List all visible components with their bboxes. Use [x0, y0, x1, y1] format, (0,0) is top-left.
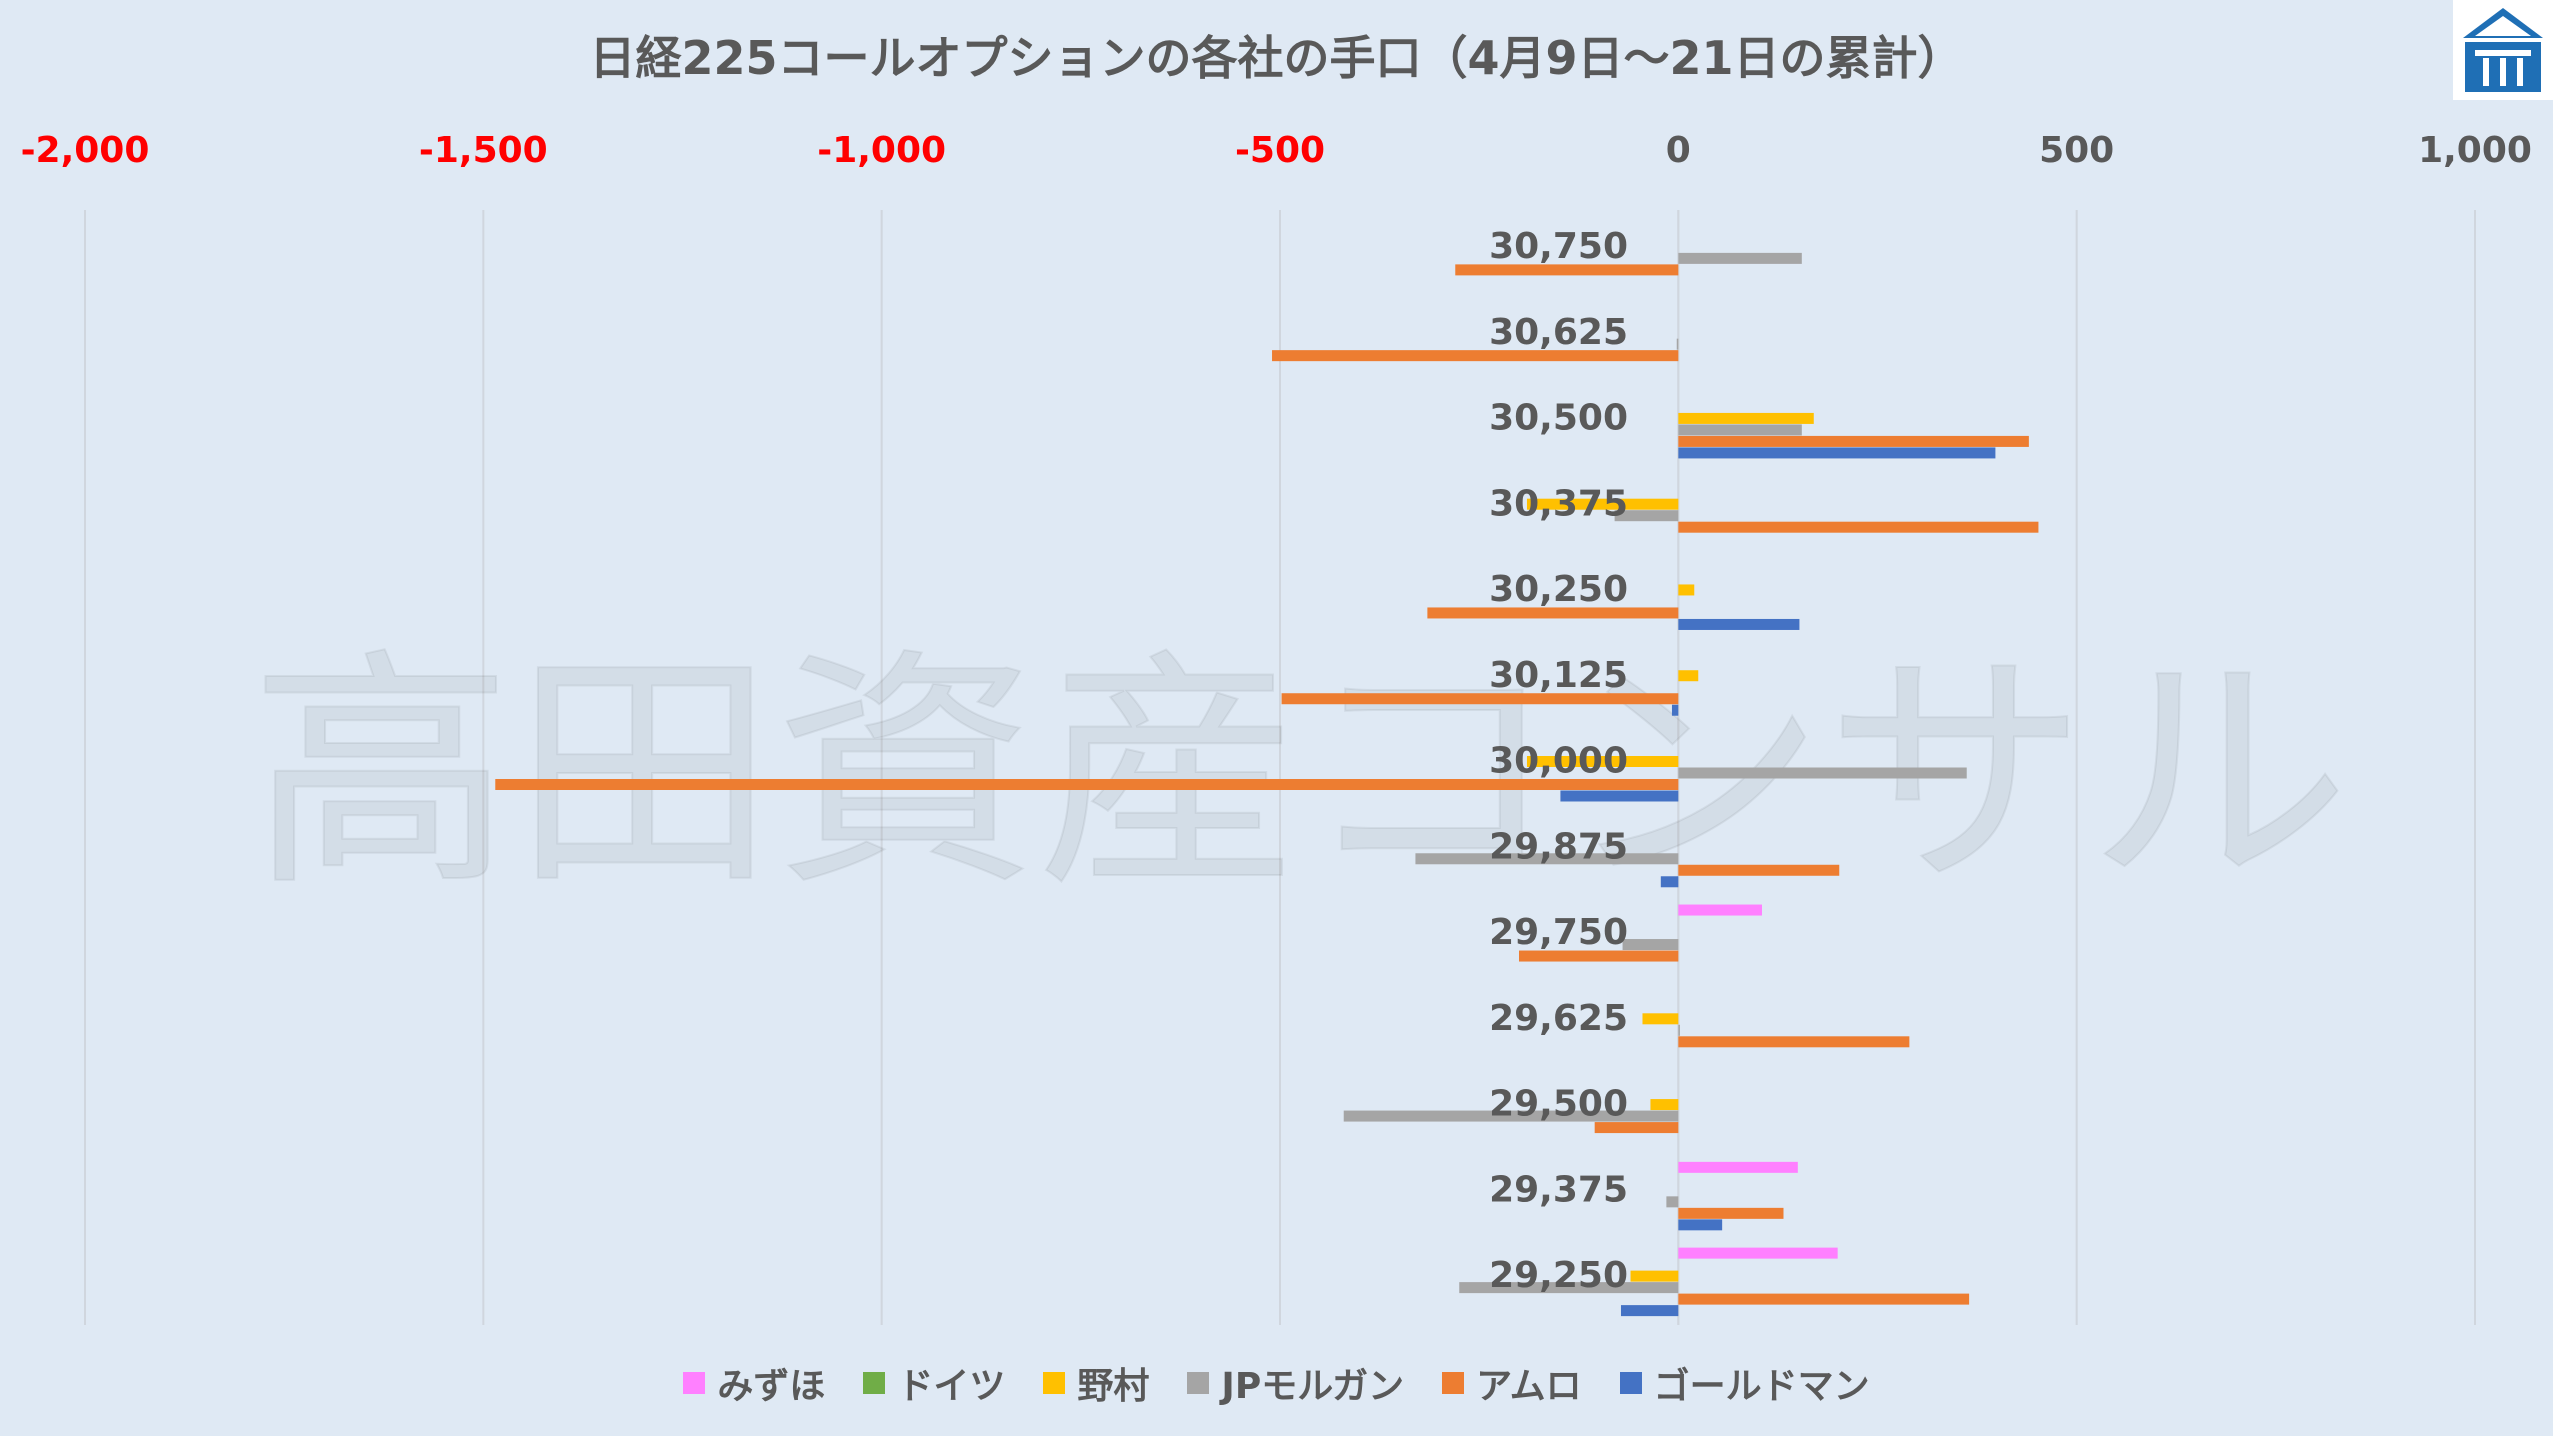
legend-label: ゴールドマン [1653, 1366, 1870, 1407]
bar [1678, 767, 1967, 779]
bar [1678, 584, 1695, 596]
y-category-label: 30,000 [1489, 741, 1628, 782]
bar [1678, 1036, 1910, 1048]
bar [1678, 1247, 1838, 1259]
y-category-label: 29,375 [1489, 1169, 1628, 1210]
x-tick-label: -500 [1235, 130, 1325, 171]
bar [1594, 1122, 1679, 1134]
bar [1526, 756, 1679, 767]
bar [1678, 412, 1814, 424]
legend-swatch [683, 1372, 706, 1394]
legend-item: ゴールドマン [1619, 1357, 1870, 1409]
company-logo-icon [2453, 0, 2553, 100]
bar [1272, 350, 1679, 362]
bar [1620, 1305, 1679, 1317]
bar [1671, 704, 1679, 716]
bar [1455, 264, 1679, 276]
bar [1676, 338, 1679, 350]
legend-swatch [1043, 1372, 1066, 1394]
watermark: 高田資産コンサル [250, 628, 2350, 919]
y-axis-category-labels: 30,750 30,625 30,500 30,375 30,250 30,125 30,0… [1489, 226, 1628, 1296]
y-category-label: 30,125 [1489, 655, 1628, 696]
x-tick-label: 1,000 [2418, 130, 2532, 171]
x-tick-label: -1,500 [419, 130, 548, 171]
bar [1519, 950, 1679, 962]
bar [1281, 693, 1679, 705]
legend-item: アムロ [1442, 1357, 1582, 1409]
bar [1343, 1110, 1679, 1122]
bar [1630, 1270, 1679, 1282]
bar [1678, 435, 2029, 447]
y-category-label: 29,625 [1489, 998, 1628, 1039]
bar [1678, 424, 1802, 436]
legend-swatch [863, 1372, 886, 1394]
bar [1650, 1099, 1679, 1111]
bar [1678, 1024, 1680, 1036]
bar [1415, 853, 1679, 865]
legend-item: JPモルガン [1187, 1357, 1404, 1409]
bars [495, 252, 2039, 1317]
y-category-label: 29,875 [1489, 826, 1628, 867]
bar [1526, 498, 1679, 510]
y-category-label: 29,750 [1489, 912, 1628, 953]
bar [1678, 521, 2039, 533]
legend-swatch [1442, 1372, 1465, 1394]
bar [1427, 607, 1679, 619]
bar [1678, 1161, 1798, 1173]
bar [1642, 1013, 1679, 1025]
bar [1678, 447, 1996, 459]
legend-label: JPモルガン [1221, 1366, 1405, 1407]
bar [1678, 618, 1800, 630]
bar [1660, 876, 1679, 888]
chart-title: 日経225コールオプションの各社の手口（4月9日～21日の累計） [589, 31, 1964, 85]
bar [1678, 904, 1762, 916]
legend-swatch [1187, 1372, 1210, 1394]
x-tick-label: 500 [2039, 130, 2114, 171]
y-category-label: 30,625 [1489, 312, 1628, 353]
x-axis-ticks: -2,000 -1,500 -1,000 -500 0 500 1,000 [21, 130, 2532, 171]
y-category-label: 29,250 [1489, 1255, 1628, 1296]
legend-item: 野村 [1043, 1357, 1149, 1409]
legend-label: アムロ [1476, 1366, 1582, 1407]
bar [1678, 864, 1840, 876]
y-category-label: 30,750 [1489, 226, 1628, 267]
y-category-label: 30,500 [1489, 398, 1628, 439]
bar-chart: 高田資産コンサル -2,000 -1,500 -1,000 -500 0 500 1,000… [21, 130, 2532, 1325]
y-category-label: 29,500 [1489, 1084, 1628, 1125]
bar [495, 779, 1679, 790]
gridlines [84, 210, 2476, 1325]
legend-label: 野村 [1077, 1366, 1150, 1407]
y-category-label: 30,375 [1489, 483, 1628, 524]
bar [1678, 252, 1802, 264]
bar [1459, 1282, 1679, 1294]
legend-label: ドイツ [897, 1366, 1006, 1407]
bar [1678, 670, 1699, 682]
legend-label: みずほ [717, 1366, 826, 1407]
bar [1678, 1293, 1970, 1305]
x-tick-label: -2,000 [21, 130, 150, 171]
legend-item: ドイツ [863, 1357, 1005, 1409]
x-tick-label: 0 [1666, 130, 1691, 171]
legend-item: みずほ [683, 1357, 825, 1409]
legend-swatch [1619, 1372, 1642, 1394]
bar [1560, 790, 1679, 802]
y-category-label: 30,250 [1489, 569, 1628, 610]
bar [1622, 939, 1679, 951]
bar [1666, 1196, 1679, 1208]
bar [1678, 1207, 1784, 1219]
bar [1614, 510, 1679, 522]
legend: みずほ ドイツ 野村 JPモルガン アムロ ゴールドマン [0, 1357, 2553, 1409]
bar [1678, 1219, 1723, 1231]
x-tick-label: -1,000 [817, 130, 946, 171]
